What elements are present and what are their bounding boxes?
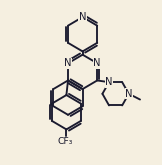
- Text: N: N: [64, 58, 72, 68]
- Text: N: N: [105, 77, 113, 87]
- Text: N: N: [93, 58, 101, 68]
- Text: N: N: [125, 89, 133, 99]
- Text: N: N: [79, 12, 86, 22]
- Text: CF₃: CF₃: [57, 137, 72, 146]
